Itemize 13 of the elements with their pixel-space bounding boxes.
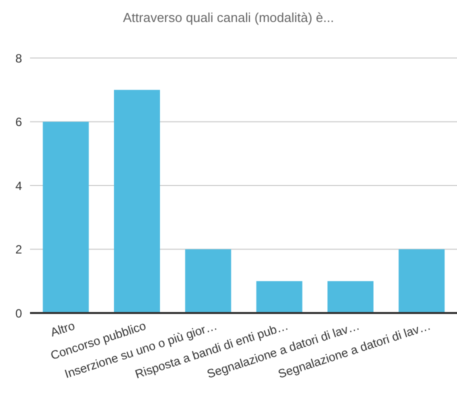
y-tick-label: 2 xyxy=(15,242,22,257)
y-tick-label: 6 xyxy=(15,115,22,130)
bar xyxy=(185,249,232,313)
y-tick-label: 4 xyxy=(15,178,22,193)
y-tick-label: 0 xyxy=(15,306,22,320)
bar xyxy=(256,281,302,313)
bar xyxy=(42,122,89,313)
bar xyxy=(114,90,160,313)
bar xyxy=(327,281,374,313)
bar xyxy=(398,249,445,313)
x-tick-label: Altro xyxy=(48,318,77,340)
chart-title: Attraverso quali canali (modalità) è... xyxy=(122,10,335,25)
y-tick-label: 8 xyxy=(15,51,22,66)
